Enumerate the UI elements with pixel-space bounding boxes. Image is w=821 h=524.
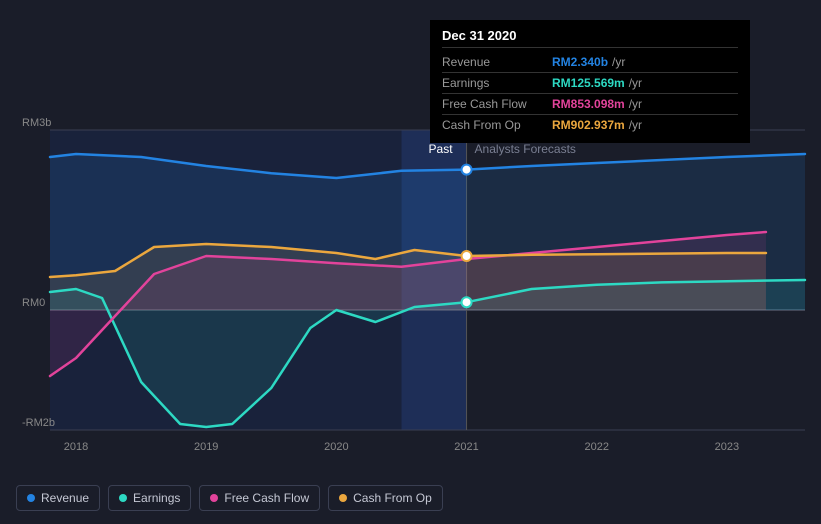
marker-cash_from_op	[462, 251, 472, 261]
y-tick: -RM2b	[22, 417, 55, 429]
legend-item-cash-from-op[interactable]: Cash From Op	[328, 485, 443, 511]
tooltip-row: RevenueRM2.340b/yr	[442, 52, 738, 73]
x-tick: 2018	[64, 441, 88, 453]
x-tick: 2021	[454, 441, 478, 453]
legend-item-free-cash-flow[interactable]: Free Cash Flow	[199, 485, 320, 511]
tooltip-row: EarningsRM125.569m/yr	[442, 73, 738, 94]
y-tick: RM3b	[22, 117, 51, 129]
tooltip-date: Dec 31 2020	[442, 28, 738, 48]
tooltip-row: Cash From OpRM902.937m/yr	[442, 115, 738, 135]
x-tick: 2019	[194, 441, 218, 453]
legend-dot-icon	[210, 494, 218, 502]
x-tick: 2020	[324, 441, 348, 453]
tooltip-metric-value: RM853.098m	[552, 97, 625, 111]
tooltip-metric-label: Cash From Op	[442, 118, 552, 132]
tooltip-metric-value: RM2.340b	[552, 55, 608, 69]
tooltip-metric-label: Revenue	[442, 55, 552, 69]
chart-legend: Revenue Earnings Free Cash Flow Cash From O…	[16, 485, 443, 511]
tooltip-metric-unit: /yr	[612, 55, 625, 69]
legend-label: Free Cash Flow	[224, 491, 309, 505]
tooltip-metric-label: Free Cash Flow	[442, 97, 552, 111]
chart-tooltip: Dec 31 2020 RevenueRM2.340b/yrEarningsRM…	[430, 20, 750, 143]
legend-label: Cash From Op	[353, 491, 432, 505]
legend-label: Earnings	[133, 491, 180, 505]
tooltip-row: Free Cash FlowRM853.098m/yr	[442, 94, 738, 115]
tooltip-metric-value: RM125.569m	[552, 76, 625, 90]
legend-dot-icon	[339, 494, 347, 502]
marker-earnings	[462, 297, 472, 307]
x-tick: 2023	[715, 441, 739, 453]
tooltip-metric-unit: /yr	[629, 118, 642, 132]
tooltip-metric-unit: /yr	[629, 76, 642, 90]
legend-dot-icon	[27, 494, 35, 502]
past-label: Past	[429, 142, 453, 156]
marker-revenue	[462, 165, 472, 175]
x-tick: 2022	[584, 441, 608, 453]
legend-item-earnings[interactable]: Earnings	[108, 485, 191, 511]
legend-dot-icon	[119, 494, 127, 502]
legend-label: Revenue	[41, 491, 89, 505]
tooltip-metric-label: Earnings	[442, 76, 552, 90]
future-label: Analysts Forecasts	[475, 142, 576, 156]
legend-item-revenue[interactable]: Revenue	[16, 485, 100, 511]
y-tick: RM0	[22, 297, 45, 309]
tooltip-metric-unit: /yr	[629, 97, 642, 111]
tooltip-metric-value: RM902.937m	[552, 118, 625, 132]
